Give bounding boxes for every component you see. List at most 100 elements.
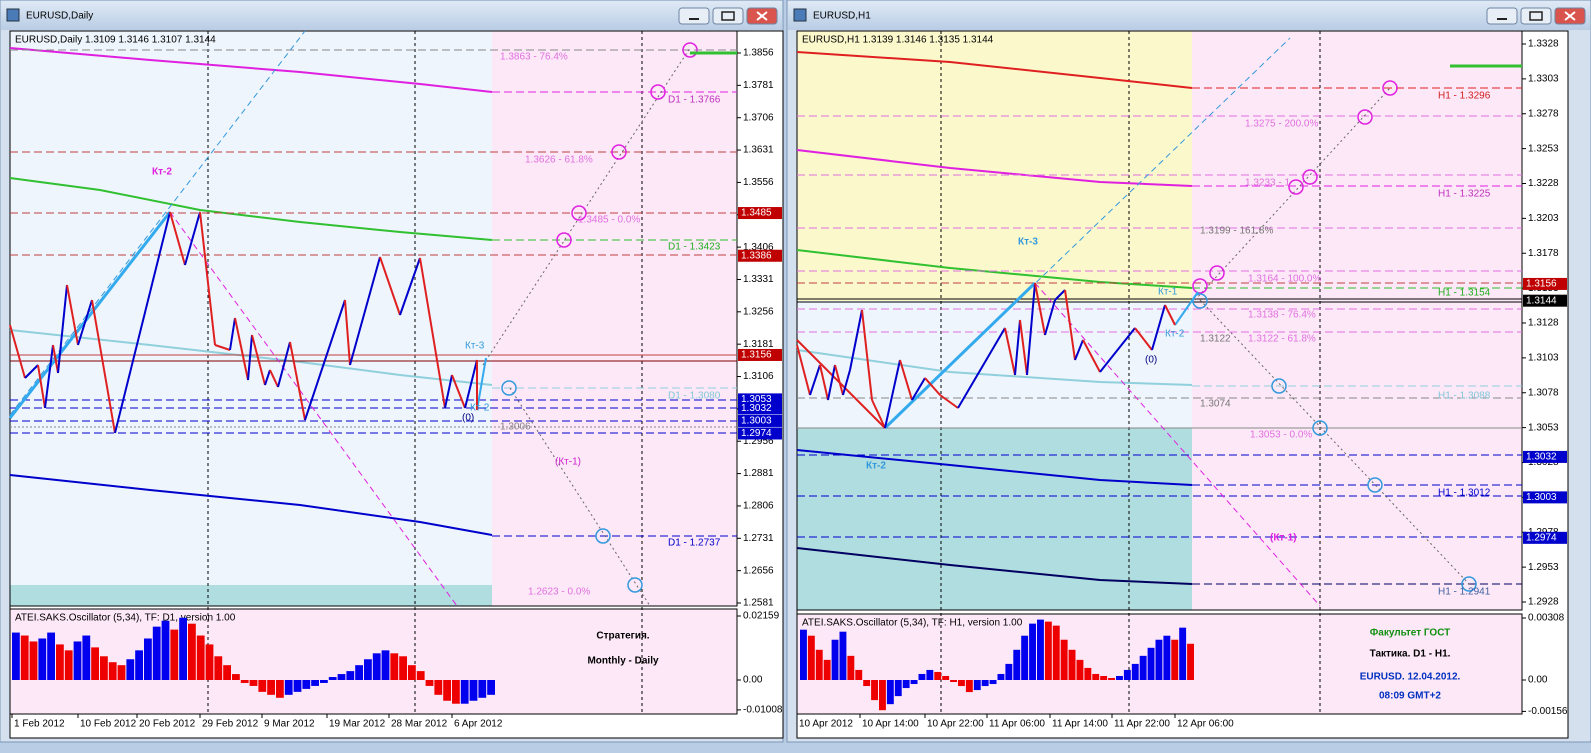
price-tick-label: 1.3253 [1528,143,1559,154]
price-frame [9,30,738,607]
indicator-line [1034,282,1321,607]
zigzag-segment [304,299,346,421]
oscillator-bar [29,641,38,680]
oscillator-bar [205,644,214,680]
oscillator-bar [823,659,831,680]
target-circle [1357,109,1373,125]
oscillator-bar [831,639,839,680]
panel-text: Стратегия. [596,631,649,642]
target-circle [1382,80,1398,96]
oscillator-bar [108,662,117,680]
oscillator-bar [425,680,434,686]
zigzag-segment [924,377,941,396]
oscillator-title: ATEI.SAKS.Oscillator (5,34), TF: H1, ver… [802,618,1023,629]
zigzag-segment [44,344,54,409]
level-annotation: (0) [1145,355,1157,366]
price-box [738,207,782,220]
zigzag-segment [77,299,93,346]
target-circle [627,577,643,593]
level-annotation: D1 - 1.2737 [668,538,721,549]
level-annotation: Кт-2 [152,167,172,178]
indicator-line [169,211,458,607]
window-icon [793,8,807,22]
oscillator-bar [20,635,29,680]
price-tick-label: 1.3303 [1528,74,1559,85]
price-frame [796,30,1523,611]
zigzag-segment [114,211,171,434]
oscillator-bar [1076,659,1084,680]
oscillator-bar [416,671,425,680]
oscillator-bar [926,669,934,680]
oscillator-bar [214,656,223,680]
oscillator-tick-label: 0.00308 [1528,613,1565,624]
target-circle [1192,293,1208,309]
price-tick-label: 1.3178 [1528,248,1559,259]
oscillator-bar [855,669,863,680]
zigzag-segment [66,284,79,346]
oscillator-tick-label: 0.02159 [743,611,780,622]
price-box [738,402,782,415]
zigzag-segment [234,317,249,381]
maximize-button[interactable] [712,7,744,25]
zigzag-segment [199,211,216,346]
zigzag-segment [849,309,863,371]
level-annotation: H1 - 1.3012 [1438,488,1491,499]
target-circle [1461,576,1477,592]
level-annotation: 1.3863 - 76.4% [500,52,568,63]
price-tick-label: 1.3331 [743,274,774,285]
zigzag-segment [1014,319,1021,376]
zigzag-segment [842,369,851,396]
oscillator-bar [390,653,399,680]
maximize-button[interactable] [1520,7,1552,25]
zigzag-segment [57,284,68,374]
date-label: 29 Feb 2012 [202,719,259,730]
price-box [1523,531,1567,544]
indicator-line [796,349,1193,386]
target-circle [1302,169,1318,185]
level-annotation: (Кт-1) [555,457,581,468]
oscillator-bar [871,680,878,701]
price-tick-label: 1.3256 [743,306,774,317]
zigzag-segment [809,364,821,396]
price-tick-label: 1.2731 [743,533,774,544]
oscillator-bar [1171,639,1179,680]
oscillator-bar [1155,639,1163,680]
minimize-button[interactable] [1486,7,1518,25]
price-box [738,393,782,406]
level-annotation: 1.3233 - 1 [1245,178,1290,189]
indicator-line [796,449,1193,486]
price-box [738,249,782,262]
price-box [738,348,782,361]
price-box-label: 1.3144 [1526,295,1557,306]
oscillator-bar [910,680,918,685]
minimize-button[interactable] [678,7,710,25]
oscillator-bar [863,680,871,687]
zigzag-segment [1034,282,1046,336]
oscillator-bar [1029,623,1036,680]
oscillator-bar [100,656,108,680]
zigzag-segment [939,394,959,409]
zone [797,428,1192,610]
zigzag-segment [911,377,926,401]
maximize-glyph [1529,11,1543,21]
oscillator-bar [460,680,469,704]
date-label: 12 Apr 06:00 [1177,719,1234,730]
level-annotation: 1.3626 - 61.8% [525,155,593,166]
indicator-line [9,474,493,536]
oscillator-tick-label: 0.00 [743,675,763,686]
target-circle [1367,477,1383,493]
oscillator-bar [346,671,355,680]
oscillator-bar [91,647,99,680]
oscillator-bar [56,644,64,680]
oscillator-bar [989,680,997,685]
price-tick-label: 1.3128 [1528,318,1559,329]
zigzag-segment [1134,327,1153,351]
target-circle [501,380,517,396]
oscillator-bar [64,650,73,680]
price-box-label: 1.3485 [741,208,772,219]
price-box-label: 1.3032 [741,403,772,414]
zigzag-segment [1074,339,1084,361]
oscillator-bar [196,635,205,680]
oscillator-bar [1060,639,1068,680]
